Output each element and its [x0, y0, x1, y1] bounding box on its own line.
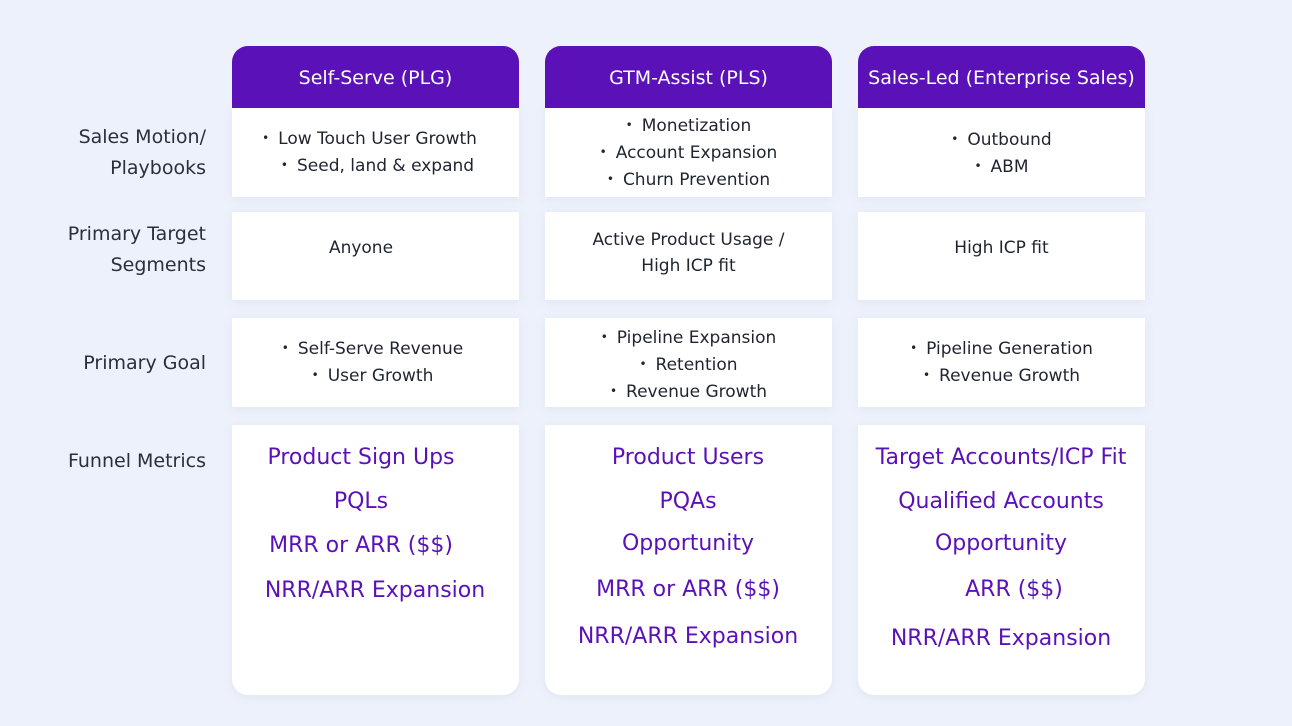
bullet-item: Low Touch User Growth	[262, 126, 477, 153]
metric-item: NRR/ARR Expansion	[577, 624, 799, 649]
row-label-funnel-metrics: Funnel Metrics	[68, 450, 206, 472]
target-text: Active Product Usage /	[592, 230, 785, 250]
sales-motion-cell: Low Touch User Growth Seed, land & expan…	[232, 108, 519, 197]
row-label-primary-goal: Primary Goal	[83, 352, 206, 374]
metric-item: Opportunity	[934, 531, 1068, 556]
primary-goal-cell: Pipeline Expansion Retention Revenue Gro…	[545, 318, 832, 407]
metric-item: MRR or ARR ($$)	[269, 533, 453, 558]
funnel-metrics-cell: Product Users PQAs Opportunity MRR or AR…	[545, 425, 832, 695]
target-segments-cell: High ICP fit	[858, 212, 1145, 300]
bullet-item: Churn Prevention	[607, 167, 770, 194]
metric-item: PQAs	[659, 489, 717, 514]
metric-item: ARR ($$)	[965, 577, 1063, 602]
bullet-item: Monetization	[626, 113, 752, 140]
metric-item: MRR or ARR ($$)	[596, 577, 780, 602]
target-text: High ICP fit	[954, 238, 1049, 258]
bullet-item: Revenue Growth	[923, 363, 1080, 390]
bullet-item: ABM	[974, 154, 1029, 181]
funnel-metrics-cell: Product Sign Ups PQLs MRR or ARR ($$) NR…	[232, 425, 519, 695]
metric-item: NRR/ARR Expansion	[264, 578, 486, 603]
metric-item: Qualified Accounts	[898, 489, 1104, 514]
primary-goal-cell: Self-Serve Revenue User Growth	[232, 318, 519, 407]
metric-item: Opportunity	[621, 531, 755, 556]
metric-item: NRR/ARR Expansion	[890, 626, 1112, 651]
bullet-item: User Growth	[312, 363, 434, 390]
target-text: High ICP fit	[641, 256, 736, 276]
bullet-item: Revenue Growth	[610, 379, 767, 406]
bullet-item: Self-Serve Revenue	[282, 336, 463, 363]
bullet-item: Seed, land & expand	[281, 153, 474, 180]
primary-goal-cell: Pipeline Generation Revenue Growth	[858, 318, 1145, 407]
metric-item: Target Accounts/ICP Fit	[875, 445, 1127, 470]
row-label-primary-target: Primary Target Segments	[67, 223, 206, 276]
column-header: GTM-Assist (PLS)	[545, 46, 832, 108]
target-text: Anyone	[328, 238, 394, 258]
sales-motion-cell: Monetization Account Expansion Churn Pre…	[545, 108, 832, 197]
target-segments-cell: Anyone	[232, 212, 519, 300]
sales-motion-cell: Outbound ABM	[858, 108, 1145, 197]
metric-item: PQLs	[333, 489, 389, 514]
bullet-item: Account Expansion	[600, 140, 778, 167]
metric-item: Product Users	[611, 445, 765, 470]
bullet-item: Pipeline Generation	[910, 336, 1093, 363]
target-segments-cell: Active Product Usage / High ICP fit	[545, 212, 832, 300]
bullet-item: Retention	[639, 352, 738, 379]
bullet-item: Pipeline Expansion	[601, 325, 776, 352]
column-header: Sales-Led (Enterprise Sales)	[858, 46, 1145, 108]
metric-item: Product Sign Ups	[267, 445, 455, 470]
column-header: Self-Serve (PLG)	[232, 46, 519, 108]
bullet-item: Outbound	[951, 127, 1051, 154]
row-label-sales-motion: Sales Motion/ Playbooks	[78, 126, 206, 179]
funnel-metrics-cell: Target Accounts/ICP Fit Qualified Accoun…	[858, 425, 1145, 695]
